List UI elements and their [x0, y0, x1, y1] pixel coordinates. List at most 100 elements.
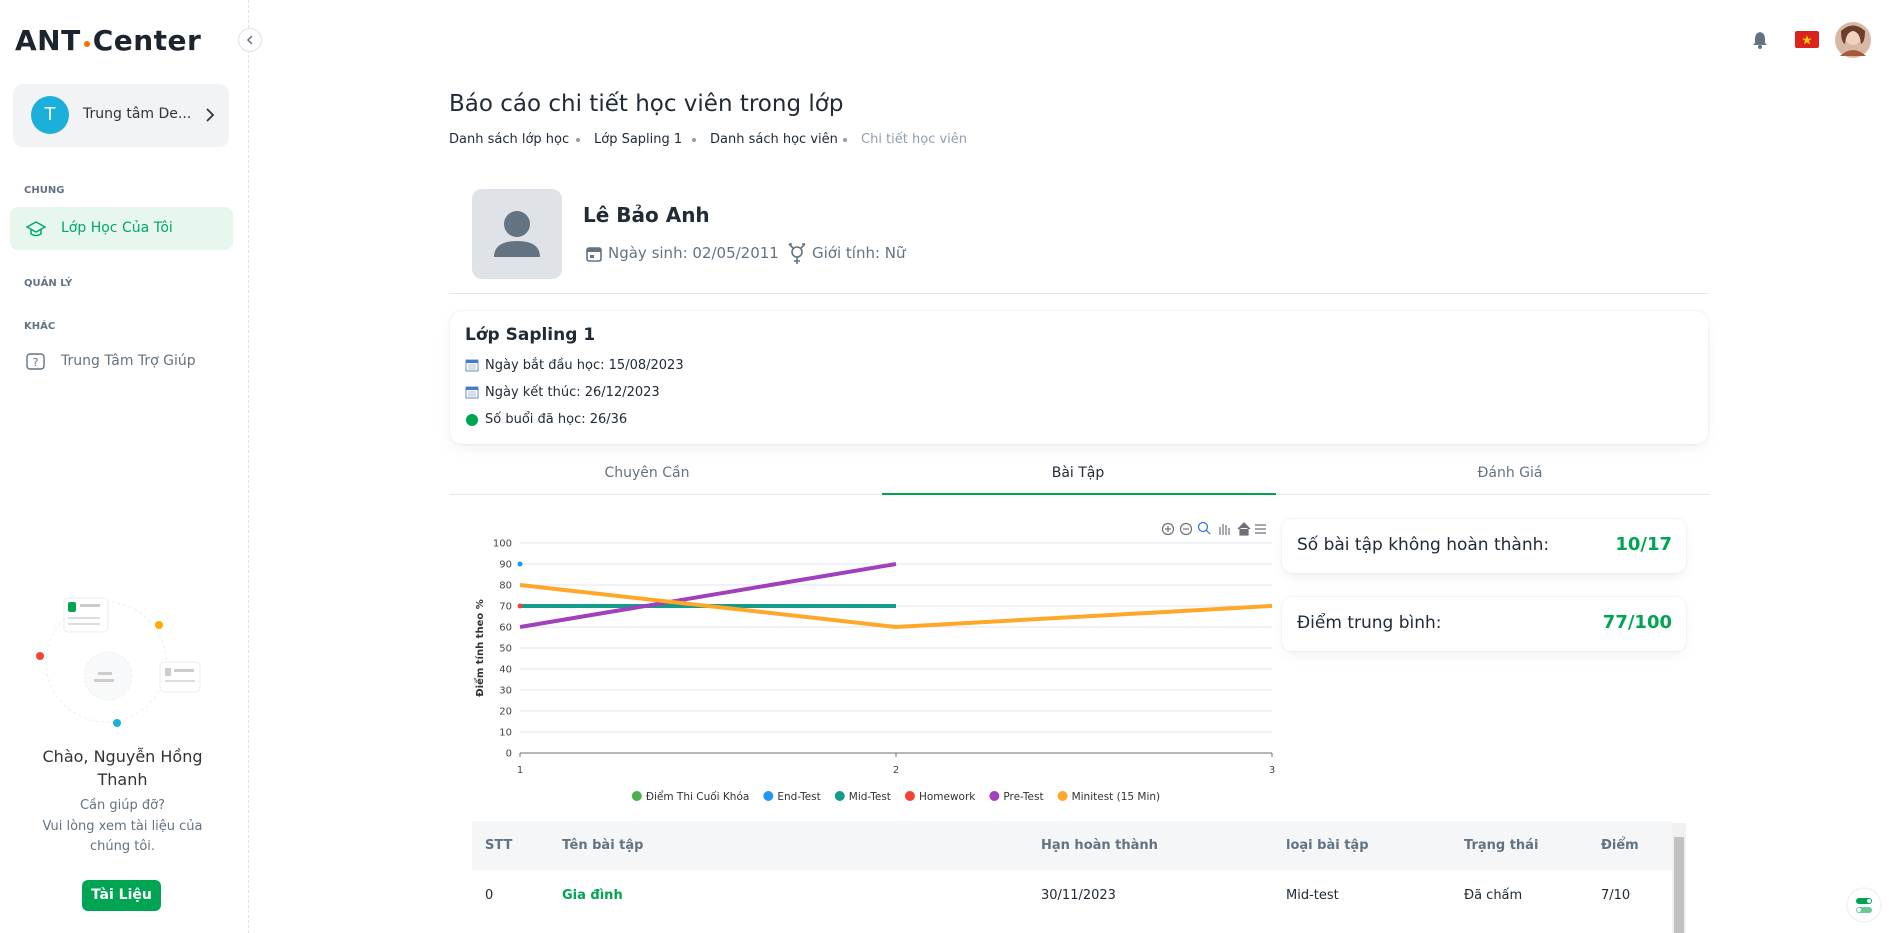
y-tick-label: 40 [499, 665, 512, 676]
stat-value: 77/100 [1602, 612, 1672, 633]
menu-label: Lớp Học Của Tôi [61, 220, 173, 236]
x-tick-label: 3 [1269, 765, 1275, 776]
y-axis-label: Điểm tính theo % [473, 599, 486, 696]
stat-label: Điểm trung bình: [1297, 613, 1442, 633]
help-text: Vui lòng xem tài liệu của chúng tôi. [42, 819, 203, 854]
x-tick-label: 1 [517, 765, 523, 776]
breadcrumb-separator [843, 138, 847, 142]
page-title: Báo cáo chi tiết học viên trong lớp [449, 91, 844, 117]
logo-right: Center [92, 24, 202, 57]
legend-label: Pre-Test [1003, 791, 1043, 803]
gender: Giới tính: Nữ [812, 244, 906, 262]
docs-button[interactable]: Tài Liệu [82, 880, 161, 911]
logo-left: ANT [15, 24, 81, 57]
calendar-icon [465, 359, 479, 372]
legend-marker [904, 791, 915, 801]
legend-label: End-Test [777, 791, 820, 803]
svg-text:?: ? [33, 356, 39, 369]
breadcrumb-link[interactable]: Danh sách lớp học [449, 132, 570, 147]
illustration [36, 597, 201, 727]
y-tick-label: 30 [499, 686, 512, 697]
column-header: Trạng thái [1464, 838, 1539, 853]
y-tick-label: 10 [499, 728, 512, 739]
table-cell: 0 [485, 888, 494, 903]
breadcrumb-link[interactable]: Lớp Sapling 1 [594, 132, 683, 147]
birth-date: Ngày sinh: 02/05/2011 [608, 244, 779, 262]
column-header: loại bài tập [1286, 838, 1369, 853]
menu-item[interactable]: Lớp Học Của Tôi [10, 207, 233, 250]
y-tick-label: 0 [506, 749, 512, 760]
icon [246, 35, 253, 45]
sessions: Số buổi đã học: 26/36 [485, 412, 628, 427]
breadcrumb-link[interactable]: Danh sách học viên [710, 132, 838, 147]
table-header [472, 821, 1672, 870]
settings-toggle[interactable] [1846, 887, 1882, 923]
menu-label: Trung Tâm Trợ Giúp [61, 353, 196, 369]
section-heading: CHUNG [24, 185, 65, 196]
section-heading: KHÁC [24, 321, 56, 332]
help-title: Cần giúp đỡ? [79, 798, 165, 813]
assignment-link[interactable]: Gia đình [562, 888, 623, 903]
user-avatar[interactable] [1835, 22, 1871, 58]
class-card [450, 311, 1708, 444]
divider [449, 293, 1708, 294]
tab-indicator [882, 493, 1276, 495]
icon [494, 211, 540, 257]
logo[interactable]: ANT Center [15, 24, 201, 57]
scroll-thumb [1674, 837, 1684, 933]
table-cell: Đã chấm [1464, 888, 1523, 903]
menu-item[interactable]: ? Trung Tâm Trợ Giúp [10, 340, 233, 383]
sidebar: ANT Center T Trung tâm De... CHUNG Lớp Họ… [0, 0, 249, 933]
chart: 0 10 20 30 40 50 60 70 80 90 100 1 2 3 Điểm tính theo … [473, 521, 1275, 803]
y-tick-label: 70 [499, 602, 512, 613]
chevron [206, 108, 215, 122]
class-title: Lớp Sapling 1 [465, 325, 596, 345]
table-cell: 7/10 [1601, 888, 1631, 903]
data-point [517, 561, 523, 567]
tab[interactable]: Chuyên Cần [604, 465, 690, 481]
y-tick-label: 90 [499, 560, 512, 571]
bell-icon[interactable] [1750, 30, 1770, 50]
scrollbar[interactable] [1672, 823, 1686, 933]
gender-icon [788, 243, 806, 264]
legend-marker [631, 791, 642, 801]
column-header: Hạn hoàn thành [1041, 838, 1158, 853]
start-date: Ngày bắt đầu học: 15/08/2023 [485, 358, 684, 373]
legend-marker [834, 791, 845, 801]
column-header: Điểm [1601, 838, 1639, 853]
chart-toolbar[interactable] [1161, 521, 1267, 536]
legend-marker [989, 791, 1000, 801]
calendar-icon [465, 386, 479, 399]
icon: ? [26, 353, 45, 370]
legend-label: Điểm Thi Cuối Khóa [646, 790, 749, 803]
org-avatar: T [31, 96, 69, 134]
org-switcher[interactable]: T Trung tâm De... [13, 84, 229, 147]
breadcrumb-separator [576, 138, 580, 142]
column-header: STT [485, 838, 513, 853]
tab[interactable]: Đánh Giá [1477, 465, 1543, 481]
icon [26, 221, 46, 237]
status-dot [466, 414, 478, 426]
stat-card: Điểm trung bình: 77/100 [1282, 597, 1686, 651]
series-line [519, 583, 1273, 629]
y-tick-label: 80 [499, 581, 512, 592]
breadcrumb-separator [692, 138, 696, 142]
legend-marker [1057, 791, 1068, 801]
student-avatar [472, 189, 562, 279]
y-tick-label: 60 [499, 623, 512, 634]
calendar-icon [586, 247, 602, 262]
legend-label: Homework [919, 791, 976, 803]
stat-value: 10/17 [1615, 534, 1672, 555]
org-name: Trung tâm De... [83, 106, 192, 122]
y-tick-label: 50 [499, 644, 512, 655]
legend-label: Minitest (15 Min) [1072, 791, 1161, 803]
legend-label: Mid-Test [849, 791, 891, 803]
legend-marker [763, 791, 774, 801]
y-tick-label: 100 [493, 539, 512, 550]
collapse-button[interactable] [238, 28, 262, 52]
tab[interactable]: Bài Tập [1051, 465, 1105, 481]
breadcrumb-current: Chi tiết học viên [861, 132, 968, 147]
language-flag[interactable] [1795, 31, 1819, 48]
end-date: Ngày kết thúc: 26/12/2023 [485, 385, 660, 400]
